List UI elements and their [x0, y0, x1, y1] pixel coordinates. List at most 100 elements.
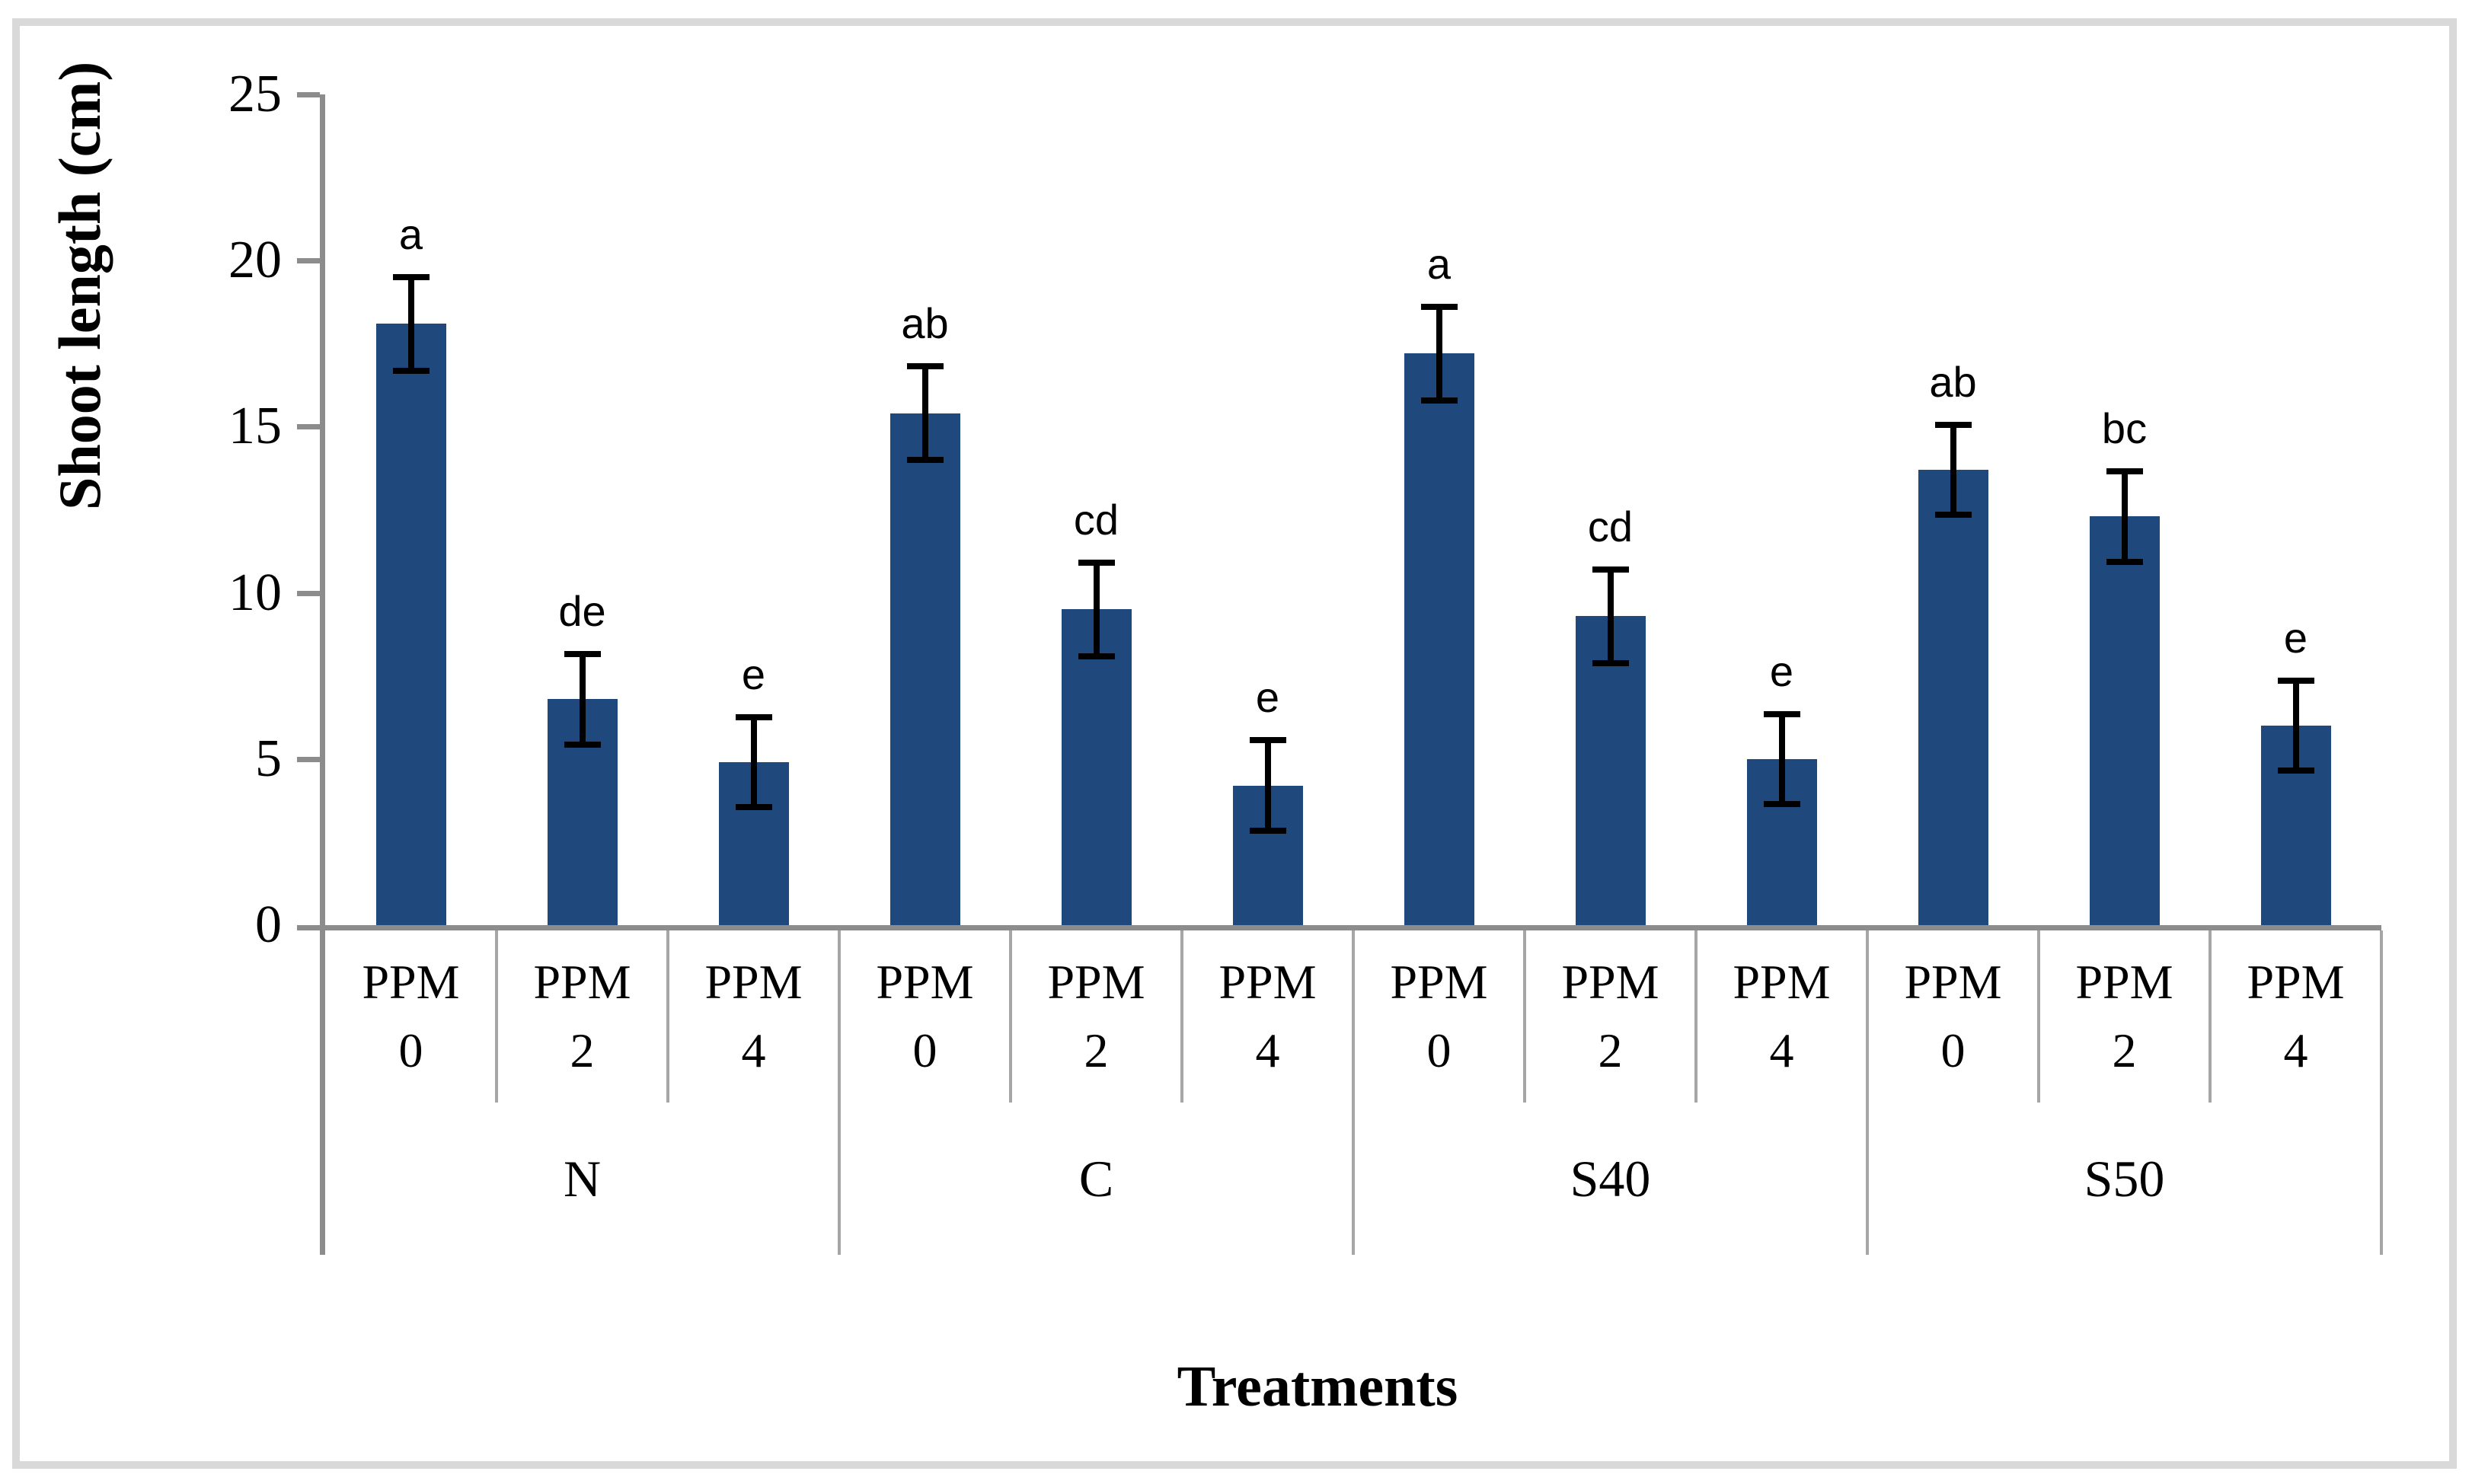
error-bar-cap-bottom	[2106, 558, 2143, 565]
group-divider	[320, 930, 325, 1255]
significance-letter: a	[1426, 239, 1452, 288]
error-bar-cap-bottom	[392, 367, 430, 374]
group-label: N	[563, 1150, 602, 1208]
x-axis-line	[297, 925, 2381, 930]
ppm-cell-label: PPM	[1733, 955, 1831, 1009]
error-bar-cap-bottom	[1249, 827, 1286, 834]
ppm-cell-value: 2	[570, 1023, 595, 1077]
error-bar-cap-top	[1592, 566, 1629, 573]
significance-letter: e	[2283, 613, 2308, 662]
ppm-cell: PPM 0	[325, 938, 497, 1095]
cell-divider	[1180, 930, 1183, 1103]
group-divider	[1866, 930, 1869, 1255]
ppm-cell-value: 0	[398, 1023, 423, 1077]
significance-letter: de	[558, 586, 606, 635]
error-bar-cap-bottom	[1592, 659, 1629, 666]
ppm-cell-label: PPM	[1390, 955, 1488, 1009]
significance-letter: e	[1769, 646, 1794, 695]
group-cell: N	[325, 1103, 839, 1255]
ppm-cell: PPM 4	[668, 938, 839, 1095]
ppm-cell-value: 0	[1940, 1023, 1966, 1077]
chart-frame-border	[12, 18, 2457, 1469]
error-bar-cap-top	[392, 273, 430, 280]
significance-letter: cd	[1587, 502, 1634, 551]
error-bar	[579, 650, 586, 748]
ppm-cell-label: PPM	[2247, 955, 2345, 1009]
error-bar-cap-top	[1420, 303, 1458, 310]
significance-letter: ab	[901, 299, 949, 348]
error-bar-cap-bottom	[1420, 397, 1458, 404]
group-cell: S40	[1353, 1103, 1867, 1255]
error-bar	[1778, 710, 1785, 808]
bar	[1061, 609, 1132, 925]
group-cell: S50	[1867, 1103, 2381, 1255]
ppm-cell-value: 2	[1598, 1023, 1623, 1077]
ppm-cell-label: PPM	[533, 955, 631, 1009]
error-bar-cap-bottom	[2277, 768, 2314, 774]
ppm-cell-label: PPM	[876, 955, 974, 1009]
y-tick-label: 0	[255, 895, 282, 954]
y-axis-line	[320, 94, 325, 925]
y-tick-mark	[297, 258, 320, 264]
ppm-cell-label: PPM	[704, 955, 803, 1009]
ppm-cell-value: 4	[741, 1023, 766, 1077]
error-bar-cap-top	[906, 363, 944, 370]
ppm-cell-value: 4	[1255, 1023, 1280, 1077]
y-tick-label: 10	[228, 563, 282, 622]
error-bar	[921, 363, 928, 464]
bar	[2089, 516, 2160, 925]
error-bar	[2292, 677, 2299, 774]
group-divider	[1352, 930, 1355, 1255]
error-bar-cap-bottom	[1934, 512, 1972, 519]
ppm-cell: PPM 4	[2210, 938, 2381, 1095]
ppm-cell-value: 0	[1426, 1023, 1452, 1077]
significance-letter: cd	[1073, 495, 1119, 544]
ppm-cell-value: 4	[1769, 1023, 1794, 1077]
cell-divider	[666, 930, 669, 1103]
significance-letter: bc	[2101, 404, 2148, 452]
x-axis-title: Treatments	[1177, 1355, 1458, 1419]
error-bar	[750, 713, 757, 811]
bar	[1404, 353, 1474, 925]
ppm-cell-value: 2	[2112, 1023, 2137, 1077]
group-cell: C	[839, 1103, 1353, 1255]
bar	[1918, 470, 1988, 925]
cell-divider	[495, 930, 498, 1103]
ppm-cell-value: 4	[2283, 1023, 2308, 1077]
ppm-cell-label: PPM	[362, 955, 460, 1009]
ppm-cell-label: PPM	[1561, 955, 1659, 1009]
error-bar	[2121, 468, 2128, 565]
significance-letter: e	[1255, 673, 1280, 722]
error-bar-cap-top	[1249, 737, 1286, 744]
group-divider	[2380, 930, 2383, 1255]
significance-letter: e	[741, 649, 766, 698]
error-bar-cap-bottom	[735, 804, 772, 811]
cell-divider	[1009, 930, 1012, 1103]
significance-letter: ab	[1929, 357, 1977, 406]
error-bar-cap-top	[735, 713, 772, 720]
error-bar-cap-bottom	[906, 457, 944, 464]
error-bar	[1950, 421, 1956, 519]
group-label: S40	[1570, 1150, 1651, 1208]
ppm-cell: PPM 2	[1525, 938, 1696, 1095]
ppm-cell: PPM 4	[1182, 938, 1353, 1095]
error-bar-cap-bottom	[564, 741, 601, 748]
y-tick-mark	[297, 424, 320, 430]
y-tick-label: 15	[228, 397, 282, 456]
y-tick-mark	[297, 756, 320, 762]
y-tick-mark	[297, 590, 320, 596]
cell-divider	[2037, 930, 2040, 1103]
y-tick-label: 5	[255, 729, 282, 788]
ppm-cell-label: PPM	[2075, 955, 2173, 1009]
group-label: C	[1078, 1150, 1114, 1208]
ppm-cell: PPM 2	[2039, 938, 2210, 1095]
ppm-cell-value: 2	[1084, 1023, 1109, 1077]
ppm-cell: PPM 2	[497, 938, 668, 1095]
cell-divider	[1694, 930, 1698, 1103]
ppm-cell: PPM 0	[839, 938, 1011, 1095]
ppm-cell: PPM 4	[1696, 938, 1867, 1095]
error-bar-cap-top	[1934, 421, 1972, 428]
error-bar	[407, 273, 414, 374]
error-bar-cap-top	[1078, 559, 1115, 566]
